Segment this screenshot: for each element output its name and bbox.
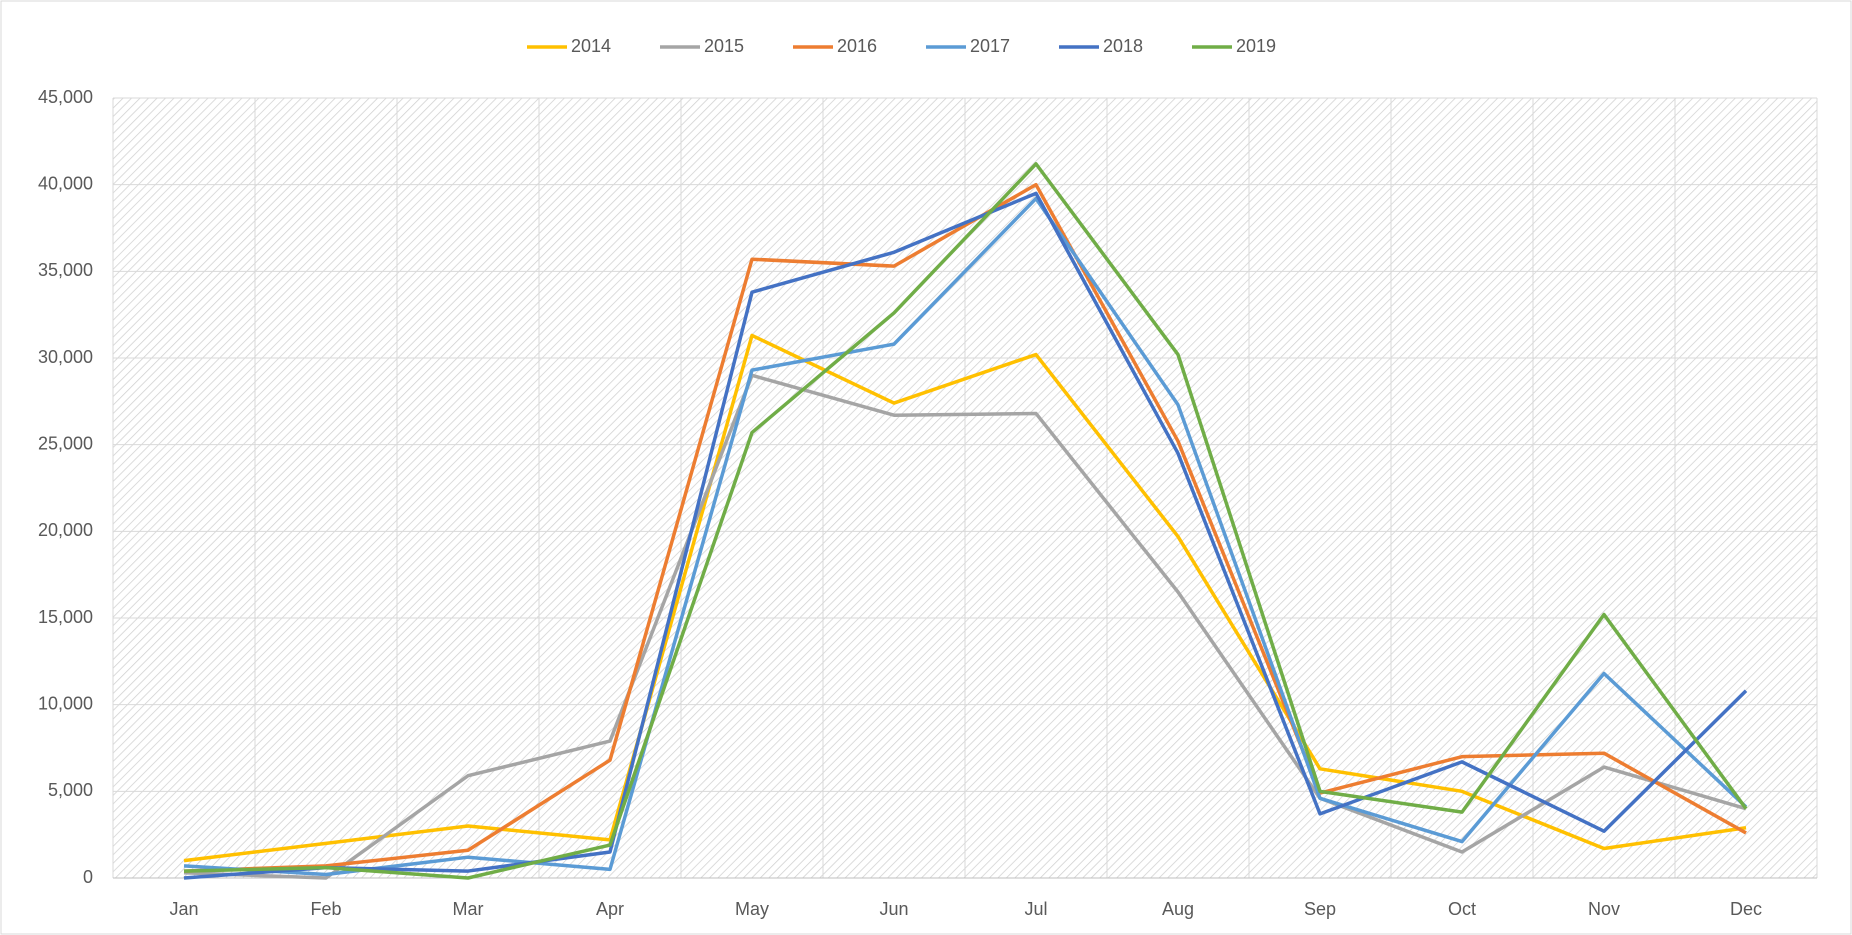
x-tick-label: Aug — [1162, 899, 1194, 919]
y-tick-label: 5,000 — [48, 780, 93, 800]
y-tick-label: 15,000 — [38, 607, 93, 627]
series-line — [183, 333, 1747, 863]
x-tick-label: Feb — [310, 899, 341, 919]
series-line — [183, 182, 1747, 873]
series-line — [183, 196, 1748, 877]
x-tick-label: Jul — [1024, 899, 1047, 919]
legend-label: 2014 — [571, 36, 611, 56]
y-tick-label: 10,000 — [38, 693, 93, 713]
y-tick-label: 20,000 — [38, 520, 93, 540]
series-line — [183, 373, 1747, 880]
legend-label: 2018 — [1103, 36, 1143, 56]
y-tick-label: 25,000 — [38, 433, 93, 453]
y-tick-label: 0 — [83, 867, 93, 887]
legend-label: 2015 — [704, 36, 744, 56]
x-tick-label: Sep — [1304, 899, 1336, 919]
x-tick-label: Dec — [1730, 899, 1762, 919]
x-tick-label: Mar — [453, 899, 484, 919]
legend-label: 2019 — [1236, 36, 1276, 56]
y-tick-label: 35,000 — [38, 260, 93, 280]
series-line — [183, 162, 1748, 880]
series-line — [183, 191, 1748, 880]
y-tick-label: 45,000 — [38, 87, 93, 107]
x-tick-label: Jan — [169, 899, 198, 919]
y-tick-label: 30,000 — [38, 347, 93, 367]
legend-label: 2016 — [837, 36, 877, 56]
legend-label: 2017 — [970, 36, 1010, 56]
x-tick-label: Nov — [1588, 899, 1620, 919]
x-tick-label: Oct — [1448, 899, 1476, 919]
y-tick-label: 40,000 — [38, 173, 93, 193]
x-tick-label: Apr — [596, 899, 624, 919]
x-tick-label: May — [735, 899, 769, 919]
x-tick-label: Jun — [879, 899, 908, 919]
